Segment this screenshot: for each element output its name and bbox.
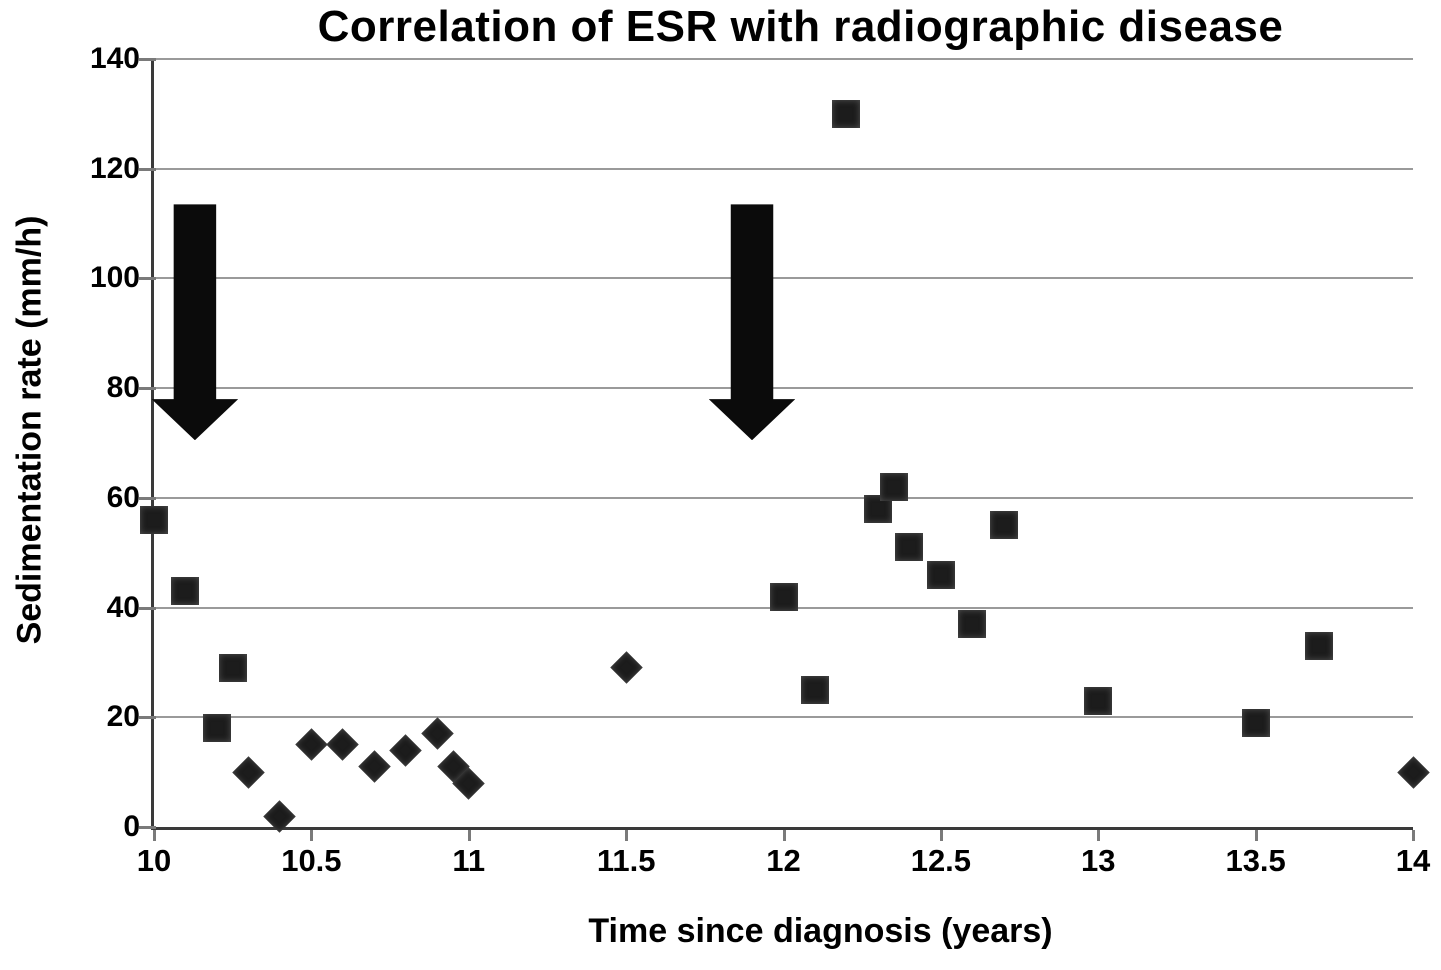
chart-title: Correlation of ESR with radiographic dis… [317,2,1284,51]
gridline-y-20 [154,716,1413,719]
y-tick-60 [139,496,156,500]
x-tick-13.5 [1254,830,1258,841]
y-tick-20 [139,716,156,720]
x-tick-label-13: 13 [1081,843,1116,878]
data-point-diamond [389,733,423,767]
x-tick-label-14: 14 [1395,843,1431,878]
down-arrow-annotation-1 [151,204,239,441]
x-tick-label-11.5: 11.5 [596,843,656,878]
data-point-diamond [232,755,265,789]
gridline-y-140 [154,58,1413,60]
y-tick-100 [139,277,156,281]
data-point-diamond [263,799,297,833]
data-point-square [958,610,987,639]
data-point-square [171,577,200,606]
data-point-square [1304,631,1333,660]
data-point-square [218,653,247,682]
gridline-y-120 [154,167,1413,170]
data-point-square [879,472,908,501]
y-axis-title: Sedimentation rate (mm/h) [10,215,49,645]
data-point-square [140,505,168,534]
y-tick-label-40: 40 [106,590,140,624]
y-tick-120 [139,167,156,171]
y-tick-40 [139,606,156,610]
x-tick-10.5 [310,830,314,841]
gridline-y-80 [154,387,1413,390]
data-point-square [926,560,955,589]
data-point-square [1084,686,1113,715]
y-tick-140 [139,58,156,61]
down-arrow-annotation-2 [708,204,796,441]
y-tick-0 [139,826,156,829]
y-tick-label-140: 140 [89,42,140,75]
gridline-y-60 [154,496,1413,499]
data-point-diamond [326,728,360,761]
gridline-y-100 [154,277,1413,280]
data-point-square [1241,708,1270,737]
data-point-diamond [358,750,391,783]
x-tick-label-12: 12 [766,843,801,878]
data-point-diamond [421,717,454,750]
plot-area: 0 20 40 60 80 100 120 140 10 10.5 11 11.5 12 12.5 13 13… [90,43,1430,879]
x-tick-13 [1097,830,1101,841]
data-point-square [989,511,1018,540]
x-tick-11.5 [625,830,629,841]
y-tick-label-80: 80 [106,371,140,405]
data-point-diamond [1396,755,1430,789]
data-point-square [769,582,798,611]
data-point-diamond [609,651,643,685]
y-tick-80 [139,387,156,391]
data-point-square [800,675,829,704]
data-point-diamond [295,728,328,761]
x-tick-label-12.5: 12.5 [910,843,972,878]
x-tick-12 [782,830,786,841]
y-tick-label-120: 120 [89,151,140,185]
y-tick-label-100: 100 [89,261,140,295]
x-tick-label-11: 11 [452,843,486,878]
data-point-square [832,99,861,128]
data-point-square [202,714,231,743]
x-tick-label-13.5: 13.5 [1225,843,1286,878]
x-tick-label-10.5: 10.5 [281,843,342,878]
y-tick-label-20: 20 [106,700,140,734]
x-axis-title: Time since diagnosis (years) [588,912,1053,950]
y-tick-label-60: 60 [106,480,140,514]
data-point-square [895,533,924,562]
y-tick-label-0: 0 [123,810,140,843]
x-tick-10 [153,830,156,841]
x-tick-11 [467,830,471,841]
x-tick-14 [1412,830,1415,841]
x-tick-label-10: 10 [136,843,172,878]
x-tick-12.5 [939,830,943,841]
